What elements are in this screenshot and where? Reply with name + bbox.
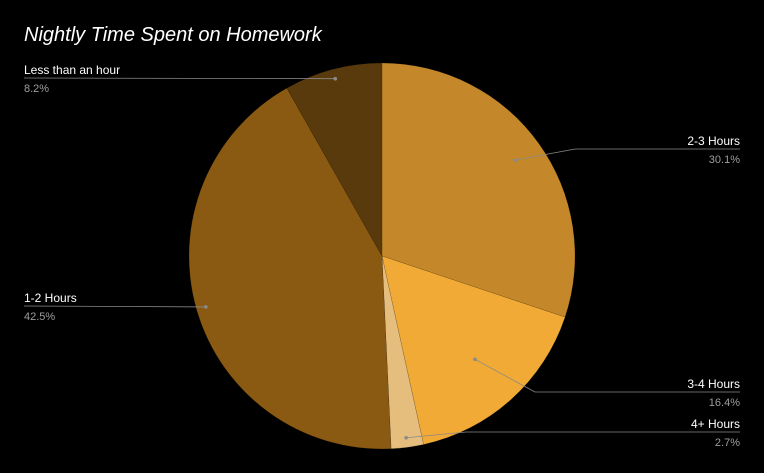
label-2-3-hours: 2-3 Hours 30.1% (513, 134, 740, 166)
label-4-hours: 4+ Hours 2.7% (404, 417, 740, 449)
slice-percent-2-3-hours: 30.1% (709, 154, 740, 166)
leader-line-3-4-hours (474, 358, 740, 393)
leader-dot-3-4-hours (473, 357, 477, 362)
leader-dot-1-2-hours (204, 305, 208, 309)
label-1-2-hours: 1-2 Hours 42.5% (23, 291, 208, 323)
slice-percent-4-hours: 2.7% (715, 437, 740, 449)
slice-percent-1-2-hours: 42.5% (24, 311, 55, 323)
leader-line-less-than-an-hour (23, 77, 336, 80)
slice-label-less-than-an-hour: Less than an hour (24, 63, 120, 77)
pie-slice-4-hours[interactable] (381, 255, 424, 450)
pie-slice-3-4-hours[interactable] (381, 255, 566, 445)
slice-label-4-hours: 4+ Hours (691, 417, 740, 431)
leader-line-2-3-hours (515, 148, 740, 161)
slice-label-1-2-hours: 1-2 Hours (24, 291, 77, 305)
leader-dot-4-hours (404, 435, 408, 440)
slice-percent-3-4-hours: 16.4% (709, 397, 740, 409)
label-less-than-an-hour: Less than an hour 8.2% (23, 63, 338, 95)
slice-label-2-3-hours: 2-3 Hours (687, 134, 740, 148)
label-3-4-hours: 3-4 Hours 16.4% (473, 357, 740, 409)
slice-label-3-4-hours: 3-4 Hours (687, 377, 740, 391)
pie-slice-1-2-hours[interactable] (188, 87, 392, 450)
leader-line-1-2-hours (23, 305, 206, 308)
slice-percent-less-than-an-hour: 8.2% (24, 83, 49, 95)
leader-dot-2-3-hours (513, 158, 517, 162)
leader-dot-less-than-an-hour (333, 76, 338, 81)
leader-line-4-hours (406, 431, 740, 439)
pie-slice-less-than-an-hour[interactable] (286, 62, 383, 257)
pie-slice-2-3-hours[interactable] (381, 62, 576, 318)
chart-title: Nightly Time Spent on Homework (24, 24, 322, 46)
